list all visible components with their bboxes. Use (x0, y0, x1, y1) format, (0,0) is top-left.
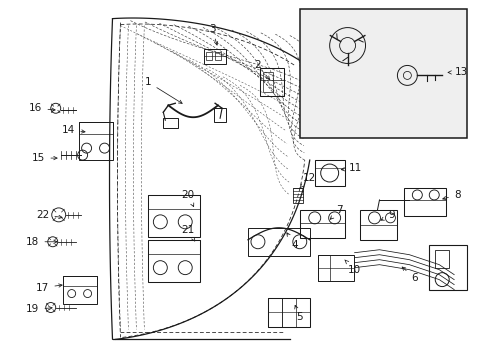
Bar (317, 255, 329, 280)
Text: 14: 14 (62, 125, 85, 135)
Bar (314, 160, 344, 186)
Text: 4: 4 (286, 233, 298, 250)
Bar (263, 72, 272, 92)
Bar (163, 118, 178, 128)
Bar (299, 210, 344, 238)
Text: 7: 7 (329, 205, 342, 219)
Bar (79, 122, 112, 134)
Bar (434, 250, 448, 268)
Bar (148, 240, 200, 254)
Text: 18: 18 (26, 237, 57, 247)
Bar (206, 53, 212, 60)
Text: 17: 17 (36, 283, 62, 293)
Bar (215, 53, 221, 60)
Text: 10: 10 (344, 260, 361, 275)
Bar (247, 228, 309, 256)
Text: 20: 20 (181, 190, 194, 207)
Bar (428, 245, 466, 289)
Bar (148, 195, 200, 237)
Text: 15: 15 (32, 153, 57, 163)
Bar (267, 298, 309, 328)
Bar (62, 276, 96, 285)
Bar (148, 195, 200, 209)
Bar (260, 68, 283, 96)
Bar (359, 210, 397, 240)
Bar (214, 108, 225, 122)
Text: 19: 19 (26, 305, 52, 315)
Text: 3: 3 (208, 24, 217, 45)
Text: 9: 9 (380, 210, 394, 220)
Text: 16: 16 (29, 103, 55, 113)
Text: 1: 1 (145, 77, 182, 103)
Bar (404, 188, 446, 216)
Bar (79, 122, 112, 160)
Text: 12: 12 (299, 173, 316, 188)
Bar (148, 240, 200, 282)
Bar (281, 298, 295, 328)
Text: 22: 22 (36, 210, 62, 220)
Text: 6: 6 (401, 267, 417, 283)
Text: 8: 8 (442, 190, 460, 200)
Text: 11: 11 (341, 163, 362, 173)
Bar (299, 9, 466, 138)
Bar (267, 298, 281, 328)
Text: 13: 13 (447, 67, 467, 77)
Bar (317, 255, 353, 280)
Bar (62, 276, 96, 303)
Bar (203, 49, 225, 64)
Text: 5: 5 (294, 305, 303, 323)
Text: 2: 2 (254, 60, 269, 80)
Bar (292, 188, 302, 203)
Text: 21: 21 (181, 225, 194, 241)
